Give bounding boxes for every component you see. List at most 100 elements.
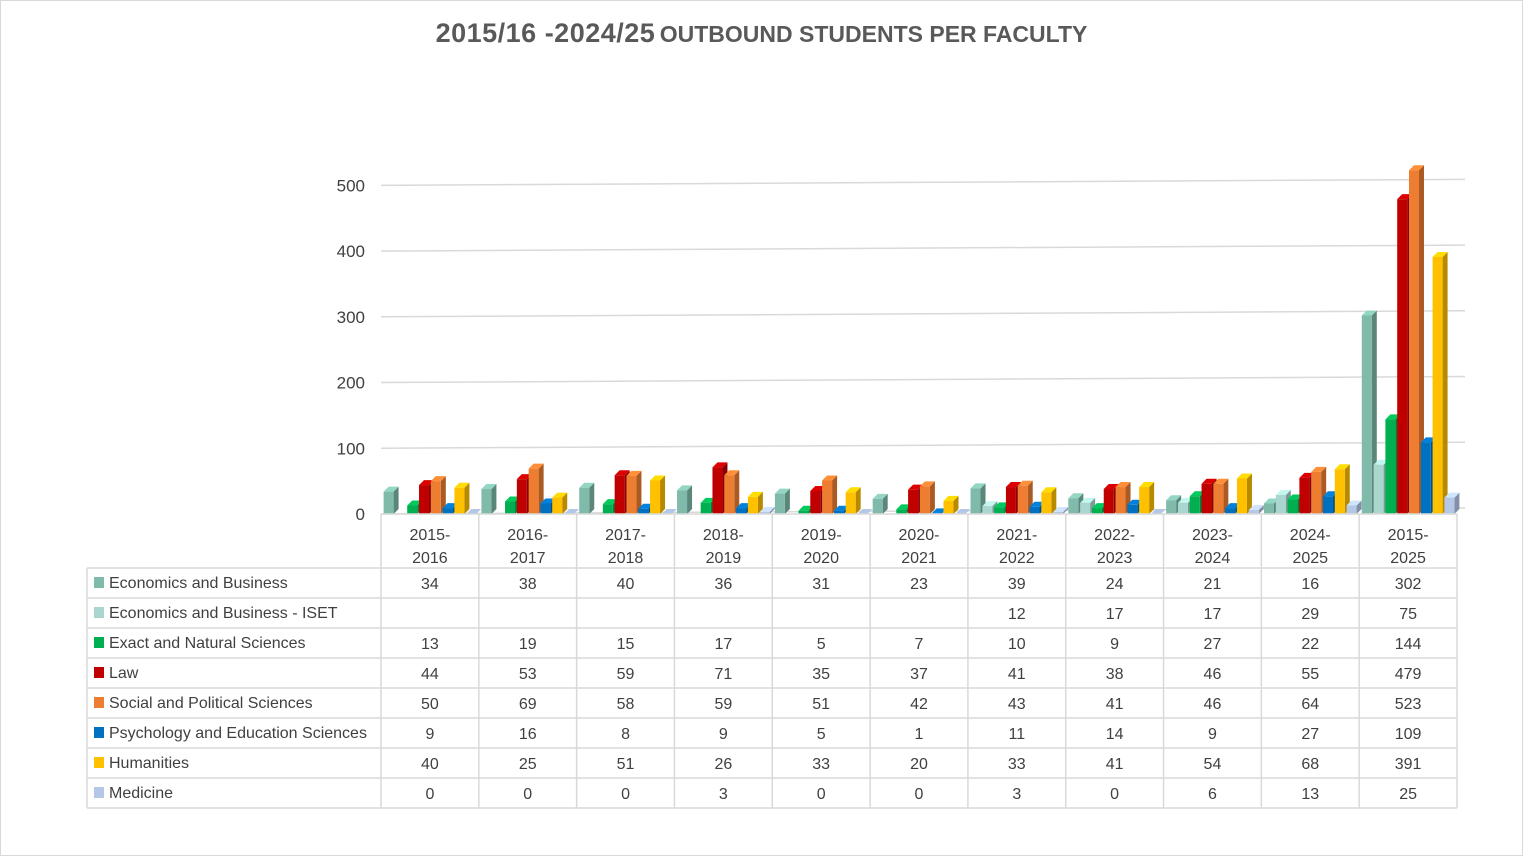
bar <box>1213 483 1224 514</box>
data-label: 34 <box>421 576 439 593</box>
data-label: 9 <box>719 726 728 743</box>
bar <box>1029 506 1040 514</box>
bar <box>442 508 453 514</box>
bar-top <box>1068 493 1084 499</box>
bar-side <box>1258 505 1264 514</box>
bar <box>1005 487 1016 514</box>
data-label: 27 <box>1204 636 1222 653</box>
legend-key <box>94 637 104 648</box>
bar <box>602 504 613 514</box>
bar-top <box>1103 484 1119 490</box>
x-tick-label: 2017-2018 <box>605 527 646 567</box>
chart-title-text: OUTBOUND STUDENTS PER FACULTY <box>659 21 1088 47</box>
x-tick-label: 2016-2017 <box>507 527 548 567</box>
bar-top <box>602 499 618 505</box>
bar-top <box>1115 482 1131 488</box>
bar-side <box>1418 165 1424 514</box>
bar-side <box>784 488 790 514</box>
bar <box>896 509 907 514</box>
data-label: 3 <box>1012 786 1021 803</box>
data-label: 0 <box>621 786 630 803</box>
data-label: 0 <box>1110 786 1119 803</box>
bar-side <box>491 484 497 514</box>
bar-top <box>419 480 435 486</box>
data-label: 144 <box>1395 636 1422 653</box>
data-label: 17 <box>1204 606 1222 623</box>
bar <box>1091 508 1102 514</box>
data-label: 33 <box>812 756 830 773</box>
bar-top <box>1408 165 1424 171</box>
bar-top <box>943 495 959 501</box>
data-label: 33 <box>1008 756 1026 773</box>
data-label: 302 <box>1395 576 1422 593</box>
chart-title: 2015/16 -2024/25 OUTBOUND STUDENTS PER F… <box>0 18 1523 49</box>
bar <box>845 492 856 514</box>
bar-top <box>1263 498 1279 504</box>
bar-top <box>1177 497 1193 503</box>
legend-key <box>94 697 104 708</box>
bar-top <box>857 509 873 514</box>
data-label: 31 <box>812 576 830 593</box>
bar <box>1385 419 1396 514</box>
bar-top <box>1299 472 1315 478</box>
bar <box>1225 508 1236 514</box>
data-label: 40 <box>617 576 635 593</box>
bar <box>994 507 1005 514</box>
bar-top <box>1005 482 1021 488</box>
data-label: 9 <box>425 726 434 743</box>
bar-top <box>955 509 971 514</box>
bar <box>1017 485 1028 514</box>
data-label: 64 <box>1301 696 1319 713</box>
bar-top <box>661 509 677 514</box>
bar-top <box>822 475 838 481</box>
bar-side <box>440 476 446 514</box>
bar <box>1275 494 1286 514</box>
bar-top <box>712 462 728 468</box>
data-label: 59 <box>617 666 635 683</box>
data-label: 36 <box>714 576 732 593</box>
bar <box>1248 510 1259 514</box>
bar-top <box>970 483 986 489</box>
gridline <box>380 244 1466 252</box>
bar-side <box>855 487 861 514</box>
bar-top <box>1225 503 1241 509</box>
bar-side <box>660 475 666 514</box>
bar-top <box>908 484 924 490</box>
bar <box>579 487 590 514</box>
data-label: 391 <box>1395 756 1422 773</box>
bar-top <box>1166 495 1182 501</box>
x-tick-label: 2022-2023 <box>1094 527 1135 567</box>
legend-label: Medicine <box>109 785 173 802</box>
bar-top <box>1334 464 1350 470</box>
bar-top <box>1236 473 1252 479</box>
x-tick-label: 2015-2025 <box>1388 527 1429 567</box>
bar-side <box>1223 478 1229 514</box>
data-label: 16 <box>519 726 537 743</box>
bar <box>1334 469 1345 514</box>
bar-side <box>687 485 693 514</box>
bar <box>1444 497 1455 514</box>
data-label: 17 <box>714 636 732 653</box>
bar <box>1166 500 1177 514</box>
bar-top <box>1080 497 1096 503</box>
bar-side <box>757 491 763 514</box>
legend-key <box>94 667 104 678</box>
data-label: 75 <box>1399 606 1417 623</box>
bar <box>516 479 527 514</box>
bar <box>1361 315 1372 514</box>
bar <box>677 490 688 514</box>
bar-top <box>614 470 630 476</box>
data-label: 58 <box>617 696 635 713</box>
bar-side <box>929 481 935 514</box>
bar <box>1177 502 1188 514</box>
bar <box>747 496 758 514</box>
bar-side <box>1063 507 1069 514</box>
bar <box>626 475 637 514</box>
data-label: 19 <box>519 636 537 653</box>
bar-top <box>1201 478 1217 484</box>
bar-top <box>638 503 654 509</box>
y-tick-label: 500 <box>337 176 365 195</box>
bar-top <box>677 485 693 491</box>
bar-top <box>1385 414 1401 420</box>
